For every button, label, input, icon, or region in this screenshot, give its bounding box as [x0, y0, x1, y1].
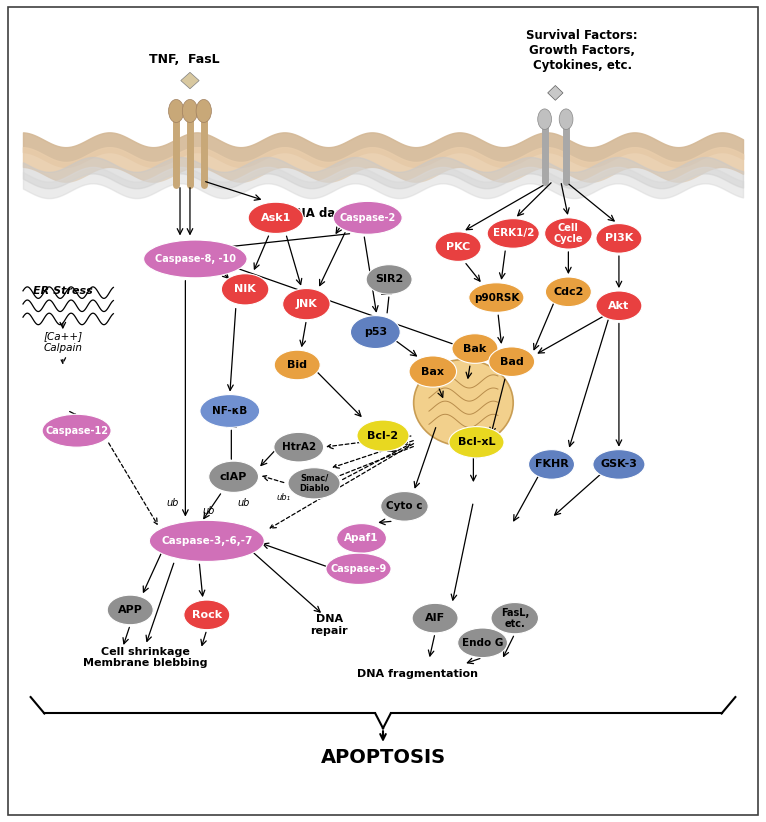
Text: FKHR: FKHR: [535, 459, 568, 469]
Text: ERK1/2: ERK1/2: [493, 229, 534, 238]
Text: ub: ub: [166, 498, 178, 508]
Ellipse shape: [545, 218, 592, 249]
Ellipse shape: [274, 350, 320, 380]
Ellipse shape: [149, 520, 264, 561]
Text: cIAP: cIAP: [220, 472, 247, 482]
Text: NF-κB: NF-κB: [212, 406, 247, 416]
Ellipse shape: [414, 360, 513, 446]
Ellipse shape: [169, 99, 184, 122]
Ellipse shape: [596, 291, 642, 321]
Text: Cell shrinkage
Membrane blebbing: Cell shrinkage Membrane blebbing: [83, 647, 208, 668]
Text: JNK: JNK: [296, 299, 317, 309]
Ellipse shape: [144, 240, 247, 278]
Text: Cell
Cycle: Cell Cycle: [554, 223, 583, 244]
Ellipse shape: [435, 232, 481, 261]
Text: DNA
repair: DNA repair: [310, 614, 349, 635]
Text: Bax: Bax: [421, 367, 444, 376]
Ellipse shape: [288, 468, 340, 499]
Text: Caspase-8, -10: Caspase-8, -10: [155, 254, 236, 264]
Ellipse shape: [248, 202, 303, 233]
Text: DNA fragmentation: DNA fragmentation: [357, 669, 478, 679]
Text: Bak: Bak: [463, 344, 486, 353]
Text: NIK: NIK: [234, 284, 256, 294]
Ellipse shape: [221, 274, 269, 305]
Ellipse shape: [350, 316, 400, 349]
Ellipse shape: [107, 595, 153, 625]
Text: [Ca++]
Calpain: [Ca++] Calpain: [43, 331, 83, 353]
Text: PKC: PKC: [446, 242, 470, 252]
Text: Bad: Bad: [499, 357, 524, 367]
Text: TNF,  FasL: TNF, FasL: [149, 53, 219, 66]
Text: HtrA2: HtrA2: [282, 442, 316, 452]
Ellipse shape: [559, 109, 573, 129]
Ellipse shape: [449, 427, 504, 458]
Ellipse shape: [529, 450, 574, 479]
Ellipse shape: [283, 289, 330, 320]
Ellipse shape: [274, 432, 323, 462]
Polygon shape: [548, 85, 563, 100]
Text: FasL,
etc.: FasL, etc.: [501, 607, 529, 629]
Text: Survival Factors:
Growth Factors,
Cytokines, etc.: Survival Factors: Growth Factors, Cytoki…: [526, 29, 638, 72]
Ellipse shape: [596, 224, 642, 253]
Ellipse shape: [489, 347, 535, 376]
Ellipse shape: [333, 201, 402, 234]
Ellipse shape: [336, 524, 386, 553]
Text: Caspase-3,-6,-7: Caspase-3,-6,-7: [161, 536, 253, 546]
Ellipse shape: [326, 553, 391, 584]
Text: Cyto c: Cyto c: [386, 501, 423, 511]
Ellipse shape: [412, 603, 458, 633]
Text: Caspase-2: Caspase-2: [339, 213, 396, 223]
Ellipse shape: [366, 265, 412, 294]
Text: Bcl-2: Bcl-2: [368, 431, 398, 441]
Polygon shape: [181, 72, 199, 89]
Ellipse shape: [538, 109, 552, 129]
Ellipse shape: [357, 420, 409, 451]
Text: ER Stress: ER Stress: [33, 286, 93, 296]
Text: AIF: AIF: [425, 613, 445, 623]
Text: Cdc2: Cdc2: [553, 287, 584, 297]
Text: p53: p53: [364, 327, 387, 337]
Text: Caspase-12: Caspase-12: [45, 426, 108, 436]
Ellipse shape: [381, 492, 428, 521]
Ellipse shape: [184, 600, 230, 630]
Text: Apaf1: Apaf1: [344, 533, 379, 543]
Text: Ask1: Ask1: [260, 213, 291, 223]
Ellipse shape: [469, 283, 524, 312]
Ellipse shape: [409, 356, 457, 387]
Ellipse shape: [452, 334, 498, 363]
Text: ub: ub: [202, 506, 214, 516]
Ellipse shape: [42, 414, 111, 447]
Text: DNA damage: DNA damage: [286, 207, 372, 220]
Text: ub₁: ub₁: [277, 493, 290, 501]
Ellipse shape: [487, 219, 539, 248]
Text: GSK-3: GSK-3: [601, 459, 637, 469]
Text: Rock: Rock: [192, 610, 222, 620]
Ellipse shape: [457, 628, 507, 658]
Text: Bcl-xL: Bcl-xL: [458, 437, 495, 447]
Text: APP: APP: [118, 605, 142, 615]
Ellipse shape: [208, 461, 258, 492]
Ellipse shape: [593, 450, 645, 479]
Text: Caspase-9: Caspase-9: [330, 564, 387, 574]
Ellipse shape: [196, 99, 211, 122]
Ellipse shape: [545, 277, 591, 307]
Text: ub: ub: [237, 498, 250, 508]
Ellipse shape: [182, 99, 198, 122]
Ellipse shape: [491, 603, 538, 634]
Text: PI3K: PI3K: [605, 233, 633, 243]
Text: SIR2: SIR2: [375, 275, 403, 284]
Text: Smac/
Diablo: Smac/ Diablo: [299, 474, 329, 492]
Text: Endo G: Endo G: [462, 638, 503, 648]
Text: APOPTOSIS: APOPTOSIS: [320, 748, 446, 768]
Ellipse shape: [200, 395, 260, 427]
Text: Bid: Bid: [287, 360, 307, 370]
Text: Akt: Akt: [608, 301, 630, 311]
Text: p90RSK: p90RSK: [473, 293, 519, 302]
